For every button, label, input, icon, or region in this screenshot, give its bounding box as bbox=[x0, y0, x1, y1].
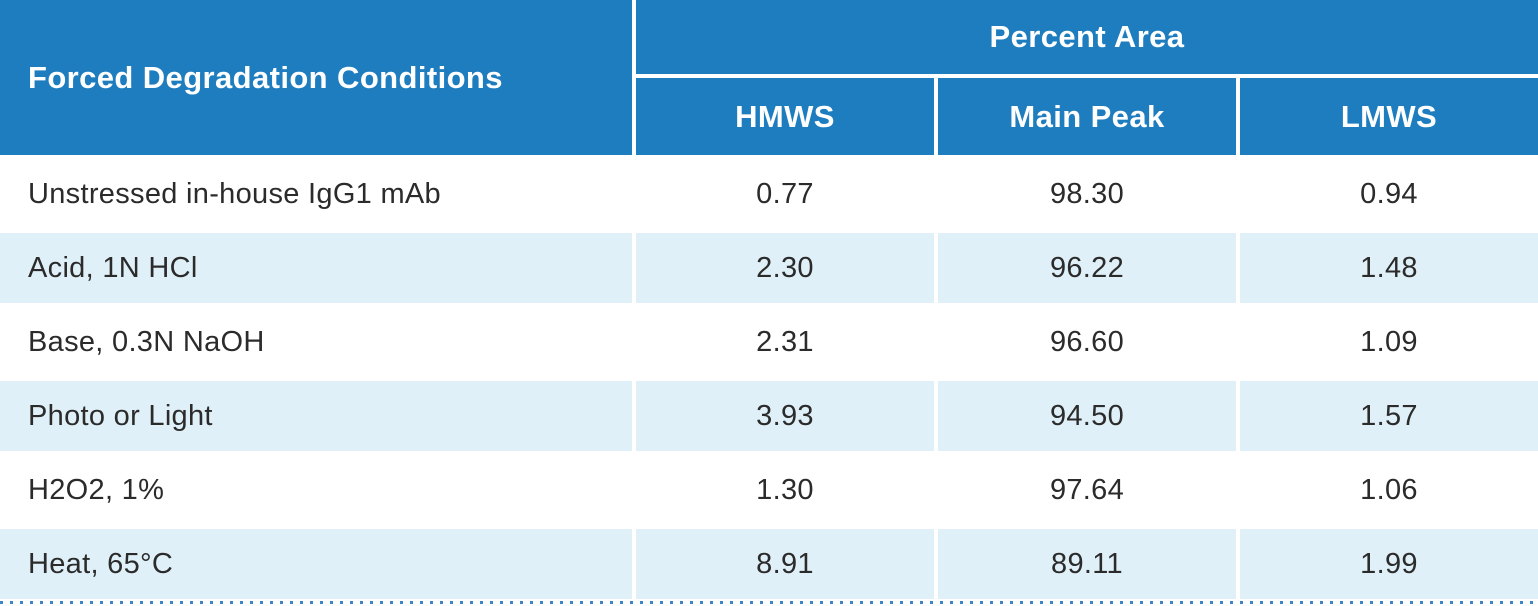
hmws-value: 8.91 bbox=[636, 529, 934, 599]
condition-cell: H2O2, 1% bbox=[0, 455, 632, 525]
hmws-value: 1.30 bbox=[636, 455, 934, 525]
lmws-value: 1.48 bbox=[1240, 233, 1538, 303]
dotted-bottom-divider bbox=[0, 601, 1538, 604]
condition-cell: Base, 0.3N NaOH bbox=[0, 307, 632, 377]
main-peak-value: 97.64 bbox=[938, 455, 1236, 525]
condition-cell: Unstressed in-house IgG1 mAb bbox=[0, 159, 632, 229]
condition-cell: Heat, 65°C bbox=[0, 529, 632, 599]
lmws-value: 0.94 bbox=[1240, 159, 1538, 229]
lmws-value: 1.57 bbox=[1240, 381, 1538, 451]
main-peak-column-header: Main Peak bbox=[938, 78, 1236, 155]
lmws-value: 1.09 bbox=[1240, 307, 1538, 377]
condition-cell: Acid, 1N HCl bbox=[0, 233, 632, 303]
main-peak-value: 98.30 bbox=[938, 159, 1236, 229]
percent-area-group-header: Percent Area bbox=[636, 0, 1538, 74]
main-peak-value: 94.50 bbox=[938, 381, 1236, 451]
hmws-value: 3.93 bbox=[636, 381, 934, 451]
hmws-value: 2.30 bbox=[636, 233, 934, 303]
main-peak-value: 89.11 bbox=[938, 529, 1236, 599]
hmws-column-header: HMWS bbox=[636, 78, 934, 155]
lmws-value: 1.99 bbox=[1240, 529, 1538, 599]
main-peak-value: 96.22 bbox=[938, 233, 1236, 303]
main-peak-value: 96.60 bbox=[938, 307, 1236, 377]
hmws-value: 2.31 bbox=[636, 307, 934, 377]
lmws-value: 1.06 bbox=[1240, 455, 1538, 525]
lmws-column-header: LMWS bbox=[1240, 78, 1538, 155]
condition-column-header: Forced Degradation Conditions bbox=[0, 0, 632, 155]
condition-cell: Photo or Light bbox=[0, 381, 632, 451]
hmws-value: 0.77 bbox=[636, 159, 934, 229]
